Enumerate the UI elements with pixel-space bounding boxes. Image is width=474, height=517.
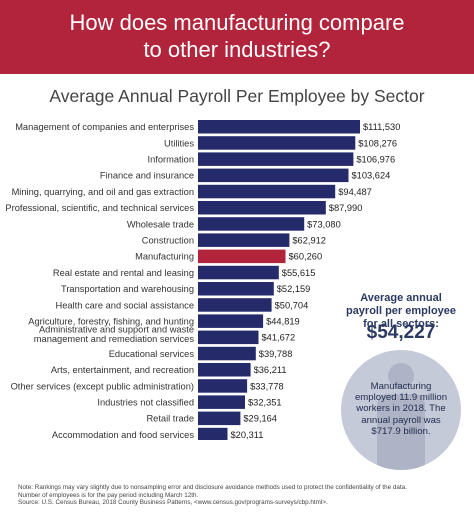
bar-9	[198, 265, 279, 280]
value-label-13: $41,672	[262, 333, 296, 343]
circle-line-3: workers in 2018. The	[356, 403, 446, 415]
category-label-18: Retail trade	[146, 414, 194, 424]
category-label-13-line-0: Administrative and support and waste	[39, 325, 194, 335]
bar-12	[198, 314, 264, 328]
bar-17	[198, 395, 245, 409]
footnote-line-1: Note: Rankings may vary slightly due to …	[18, 484, 407, 491]
average-payroll-heading: Average annual payroll per employee for …	[335, 292, 467, 331]
bar-3	[198, 168, 349, 183]
category-label-0: Management of companies and enterprises	[15, 122, 194, 132]
value-label-14: $39,788	[259, 349, 293, 359]
category-label-16: Other services (except public administra…	[11, 381, 194, 391]
value-label-18: $29,164	[243, 414, 277, 424]
value-label-5: $87,990	[329, 203, 363, 213]
title-line-2: to other industries?	[143, 37, 331, 62]
footnote-line-2: Number of employees is for the pay perio…	[18, 491, 199, 499]
category-label-11: Health care and social assistance	[56, 300, 195, 310]
category-label-5: Professional, scientific, and technical …	[5, 203, 194, 213]
value-label-3: $103,624	[352, 171, 391, 181]
bar-chart: Management of companies and enterprises $…	[5, 120, 400, 440]
value-label-10: $52,159	[277, 284, 311, 294]
value-label-4: $94,487	[338, 187, 372, 197]
bar-18	[198, 411, 241, 426]
circle-line-4: annual payroll was	[361, 414, 441, 426]
bar-13	[198, 330, 259, 345]
bar-5	[198, 201, 326, 215]
bar-15	[198, 363, 251, 377]
bar-16	[198, 379, 248, 393]
category-label-13: Administrative and support and waste mana…	[34, 325, 195, 345]
average-payroll-amount: $54,227	[366, 322, 436, 343]
footnote-line-3: Source: U.S. Census Bureau, 2018 County …	[18, 499, 328, 507]
value-label-12: $44,819	[266, 316, 300, 326]
value-label-8: $60,260	[289, 252, 323, 262]
category-label-8: Manufacturing	[135, 252, 194, 262]
bar-11	[198, 298, 272, 312]
value-label-16: $33,778	[250, 381, 284, 391]
value-label-9: $55,615	[282, 268, 316, 278]
category-label-7: Construction	[142, 235, 194, 245]
bar-0	[198, 120, 360, 134]
title-line-1: How does manufacturing compare	[69, 10, 405, 35]
heading-line-1: Average annual	[360, 292, 442, 304]
bar-8	[198, 249, 286, 264]
category-label-12: Agriculture, forestry, fishing, and hunt…	[28, 316, 194, 326]
bar-1	[198, 136, 356, 150]
value-label-2: $106,976	[356, 154, 395, 164]
footnote: Note: Rankings may vary slightly due to …	[18, 484, 468, 507]
category-label-13-line-1: management and remediation services	[34, 334, 195, 344]
manufacturing-fact-text: Manufacturing employed 11.9 million work…	[346, 381, 456, 437]
category-label-1: Utilities	[164, 138, 194, 148]
circle-line-5: $717.9 billion.	[371, 425, 431, 437]
bar-2	[198, 152, 354, 166]
circle-line-2: employed 11.9 million	[354, 392, 448, 404]
category-label-14: Educational services	[109, 349, 195, 359]
value-label-17: $32,351	[248, 397, 282, 407]
category-label-17: Industries not classified	[97, 397, 194, 407]
category-label-15: Arts, entertainment, and recreation	[51, 365, 194, 375]
category-label-10: Transportation and warehousing	[61, 284, 194, 294]
category-label-6: Wholesale trade	[127, 219, 194, 229]
manufacturing-fact-circle	[341, 350, 461, 470]
value-label-11: $50,704	[275, 300, 309, 310]
bar-14	[198, 346, 256, 361]
category-label-4: Mining, quarrying, and oil and gas extra…	[12, 187, 194, 197]
value-label-15: $36,211	[254, 365, 287, 375]
chart-title: Average Annual Payroll Per Employee by S…	[49, 86, 425, 106]
bar-10	[198, 282, 274, 296]
title-banner: How does manufacturing compare to other …	[0, 0, 474, 74]
category-label-2: Information	[147, 154, 194, 164]
value-label-7: $62,912	[292, 235, 326, 245]
value-label-6: $73,080	[307, 219, 341, 229]
category-label-3: Finance and insurance	[100, 171, 194, 181]
bar-6	[198, 217, 305, 231]
bar-19	[198, 427, 228, 440]
value-label-1: $108,276	[358, 138, 397, 148]
bar-7	[198, 233, 290, 247]
circle-line-1: Manufacturing	[370, 381, 432, 392]
value-label-19: $20,311	[231, 430, 264, 440]
person-icon	[377, 363, 425, 470]
value-label-0: $111,530	[363, 122, 400, 132]
heading-line-3: for all sectors:	[363, 318, 439, 330]
bar-4	[198, 184, 336, 199]
category-label-19: Accommodation and food services	[52, 430, 194, 440]
category-label-9: Real estate and rental and leasing	[53, 268, 194, 278]
heading-line-2: payroll per employee	[345, 305, 457, 317]
